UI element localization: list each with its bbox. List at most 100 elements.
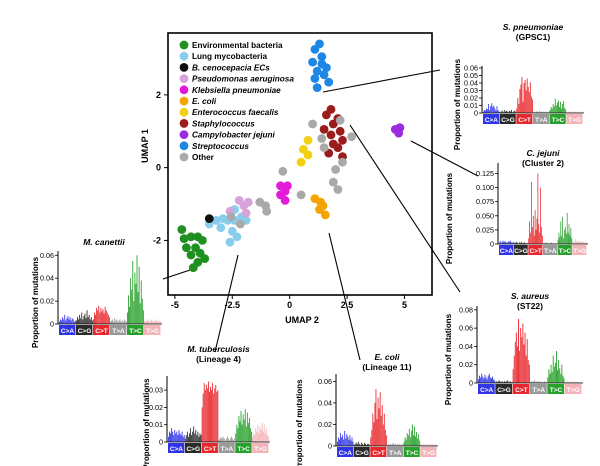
bar-c-a [349, 435, 351, 446]
bar-t-a [234, 438, 236, 442]
bar-c-t [379, 392, 381, 446]
bar-t-g [583, 242, 585, 244]
bar-t-c [243, 419, 245, 442]
y-tick-label: 0 [156, 163, 161, 173]
bar-t-g [428, 444, 430, 446]
bar-c-g [502, 382, 504, 383]
y-tick-label: 0.02 [464, 94, 478, 103]
legend-marker [179, 141, 189, 151]
legend-marker [179, 96, 189, 106]
subplot-s-aureus: S. aureus(ST22) 0 0.02 0.04 0.06 0.08 Proporti… [444, 291, 583, 405]
bar-t-g [585, 241, 586, 244]
bar-c-t [529, 221, 530, 244]
bar-t-c [565, 109, 567, 113]
bar-t-a [390, 443, 391, 446]
bar-c-g [503, 110, 505, 113]
bar-c-a [341, 437, 343, 446]
point-lung-mycobacteria [211, 216, 221, 225]
bar-t-c [558, 232, 560, 244]
connector-line [214, 254, 239, 353]
bar-c-t [522, 101, 524, 113]
category-box-t-g [566, 114, 583, 124]
bar-c-a [180, 435, 182, 442]
bar-t-c [547, 377, 549, 383]
bar-t-c [570, 228, 572, 244]
bar-t-g [149, 321, 151, 324]
bar-t-g [151, 319, 153, 324]
bar-t-g [266, 435, 268, 442]
bar-t-c [552, 104, 554, 113]
point-e-coli [315, 205, 324, 214]
bar-c-a [66, 318, 68, 324]
bar-c-g [197, 431, 199, 442]
bar-t-g [156, 320, 158, 324]
bar-c-a [348, 439, 350, 446]
bar-c-a [338, 437, 339, 446]
bar-t-g [577, 242, 579, 244]
bar-t-a [223, 438, 225, 442]
bar-c-g [78, 319, 79, 324]
bar-t-g [586, 242, 587, 244]
category-label: T>A [532, 387, 545, 394]
y-tick-label: 0.025 [476, 225, 494, 234]
bar-c-a [60, 319, 61, 324]
bar-t-g [580, 111, 582, 113]
bar-c-t [99, 312, 101, 324]
bar-t-c [553, 366, 555, 383]
bar-c-t [382, 424, 384, 446]
bar-c-a [487, 109, 489, 113]
bar-t-g [265, 428, 267, 442]
bar-t-a [225, 438, 227, 442]
y-tick-label: 0.02 [459, 360, 473, 369]
x-tick-label: -2.5 [225, 300, 241, 310]
point-environmental-bacteria [186, 232, 196, 242]
bar-t-a [537, 111, 539, 113]
bar-t-c [418, 434, 420, 446]
bar-c-g [364, 442, 365, 446]
bar-c-a [177, 435, 179, 442]
bar-c-g [510, 111, 511, 113]
bar-t-g [267, 436, 269, 442]
bar-c-t [513, 355, 515, 383]
bar-t-a [221, 438, 223, 442]
bar-c-t [516, 108, 518, 113]
point-streptococcus [312, 83, 322, 92]
y-tick-label: 0.06 [459, 324, 473, 333]
bar-c-g [496, 381, 498, 383]
bar-c-a [499, 242, 500, 244]
bar-t-c [568, 224, 570, 244]
bar-c-t [211, 390, 212, 442]
bar-t-g [256, 431, 258, 442]
bar-t-c [405, 439, 407, 446]
point-environmental-bacteria [188, 263, 198, 273]
bar-t-a [224, 440, 226, 442]
category-box-t-g [572, 245, 587, 255]
category-label: C>T [372, 450, 384, 457]
bar-c-a [492, 376, 493, 383]
bar-t-c [245, 426, 247, 442]
bar-t-a [111, 320, 112, 324]
bar-c-g [187, 436, 189, 442]
bar-c-g [499, 381, 501, 383]
bar-c-a [63, 319, 65, 324]
bar-t-c [566, 212, 568, 244]
category-box-t-c [235, 443, 252, 453]
legend-marker [179, 40, 189, 50]
bar-t-c [241, 424, 243, 442]
bar-c-g [196, 435, 198, 442]
category-label: T>A [544, 248, 557, 255]
bar-c-g [359, 444, 361, 446]
bar-t-a [118, 320, 120, 324]
bar-c-g [519, 242, 520, 244]
bar-t-g [569, 381, 570, 383]
point-other [335, 115, 345, 125]
bar-c-a [482, 376, 484, 383]
point-staphylococcus [335, 126, 345, 136]
bar-t-c [550, 107, 552, 113]
bar-t-c [549, 373, 551, 383]
category-label: C>T [529, 248, 541, 255]
bar-c-t [517, 346, 518, 383]
bar-c-g [514, 242, 516, 244]
point-staphylococcus [328, 119, 338, 129]
category-label: T>G [568, 117, 581, 124]
